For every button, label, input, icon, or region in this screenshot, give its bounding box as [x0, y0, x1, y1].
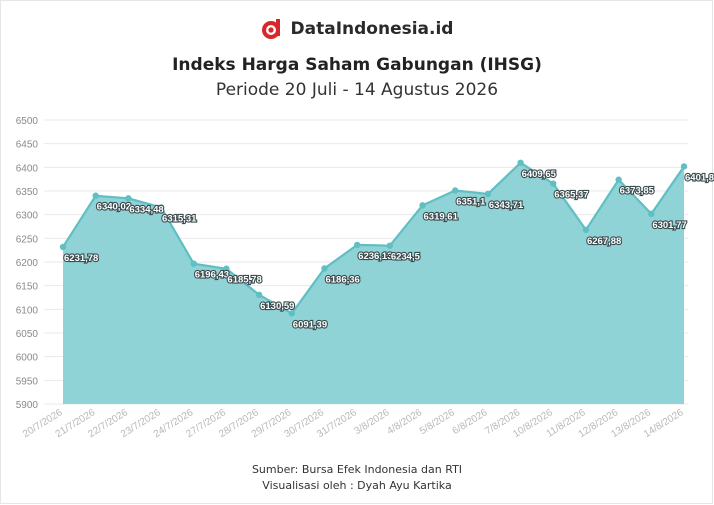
data-label: 6301,77	[652, 220, 686, 231]
data-point	[321, 265, 328, 272]
data-point	[484, 190, 492, 198]
data-point	[452, 187, 459, 194]
data-label: 6234,5	[391, 252, 421, 263]
x-tick-label: 6/8/2026	[451, 407, 490, 437]
data-label: 6401,89	[685, 172, 714, 183]
y-tick-label: 6200	[16, 258, 39, 269]
brand-header: DataIndonesia.id	[0, 18, 714, 40]
data-point	[125, 195, 132, 202]
y-tick-label: 5950	[16, 376, 39, 387]
y-tick-label: 6350	[16, 187, 39, 198]
area-chart: 5900 5950 6000 6050 6100 6150 6200 6250 6300 6350…	[16, 116, 714, 440]
y-tick-label: 6500	[16, 116, 39, 127]
chart-subtitle: Periode 20 Juli - 14 Agustus 2026	[215, 80, 499, 100]
data-point	[386, 242, 394, 249]
y-tick-label: 6250	[16, 234, 39, 245]
x-tick-label: 5/8/2026	[418, 407, 457, 437]
data-label: 6319,61	[424, 211, 459, 222]
credit-note: Visualisasi oleh : Dyah Ayu Kartika	[262, 479, 452, 492]
y-tick-label: 6050	[16, 329, 39, 340]
data-point	[615, 176, 622, 183]
data-label: 6130,59	[260, 301, 294, 312]
data-point	[582, 226, 590, 234]
data-label: 6409,65	[522, 169, 557, 180]
x-tick-label: 4/8/2026	[385, 407, 424, 437]
data-point	[353, 241, 361, 249]
source-note: Sumber: Bursa Efek Indonesia dan RTI	[251, 463, 463, 476]
data-label: 6185,78	[227, 275, 261, 286]
area-fill	[63, 162, 684, 404]
data-point	[92, 192, 99, 199]
data-point	[419, 202, 426, 209]
data-label: 6343,71	[489, 200, 524, 211]
data-point	[157, 204, 165, 211]
y-tick-label: 6450	[16, 140, 39, 151]
chart-title: Indeks Harga Saham Gabungan (IHSG)	[172, 55, 542, 75]
data-point	[190, 260, 197, 267]
data-label: 6334,48	[129, 204, 163, 215]
data-point	[288, 310, 295, 317]
data-label: 6373,85	[620, 186, 655, 197]
data-label: 6186,36	[325, 274, 359, 285]
data-point	[648, 210, 655, 218]
data-label: 6236,13	[358, 251, 392, 262]
data-label: 6091,39	[293, 319, 327, 330]
data-label: 6231,78	[64, 253, 98, 264]
data-point	[59, 243, 67, 251]
y-tick-label: 6300	[16, 211, 39, 222]
y-tick-label: 6150	[16, 282, 39, 293]
data-point	[550, 180, 557, 187]
y-tick-label: 5900	[16, 400, 39, 411]
brand-name: DataIndonesia.id	[290, 19, 454, 39]
chart-footer: Sumber: Bursa Efek Indonesia dan RTI Vis…	[0, 462, 714, 494]
data-label: 6315,31	[162, 213, 197, 224]
data-point	[255, 291, 263, 299]
y-tick-label: 6400	[16, 163, 39, 174]
y-tick-label: 6000	[16, 353, 39, 364]
data-point	[223, 265, 230, 272]
data-label: 6365,37	[554, 190, 588, 201]
data-label: 6351,1	[456, 196, 486, 207]
data-point	[680, 163, 688, 170]
data-label: 6196,43	[195, 270, 229, 281]
series-line	[62, 161, 685, 315]
y-tick-label: 6100	[16, 305, 39, 316]
data-point	[517, 159, 524, 166]
dataindonesia-logo-icon	[261, 19, 280, 39]
data-label: 6267,88	[587, 236, 621, 247]
x-tick-label: 3/8/2026	[353, 407, 392, 437]
data-label: 6340,02	[97, 202, 131, 213]
